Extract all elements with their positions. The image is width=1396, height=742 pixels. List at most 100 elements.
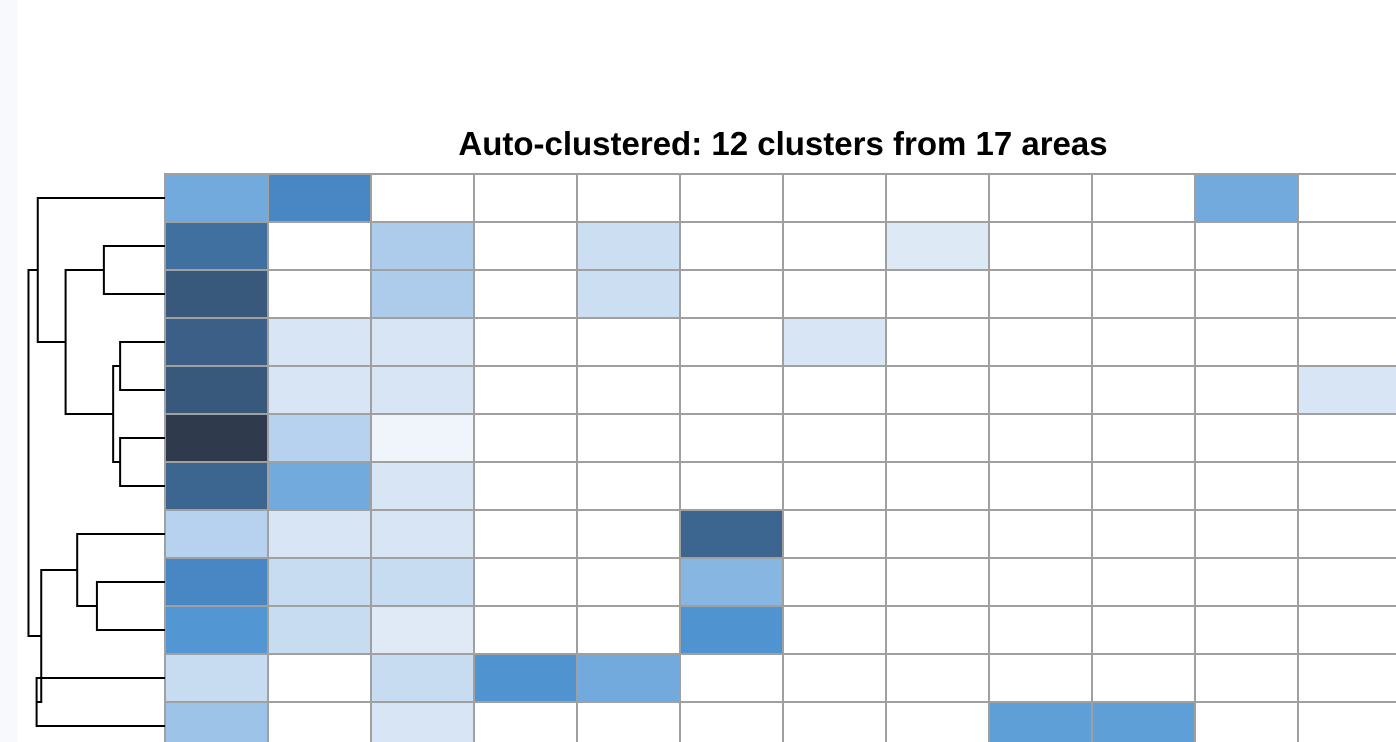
heatmap-cell [164,461,269,511]
heatmap-cell [1091,269,1196,319]
heatmap-cell [370,365,475,415]
heatmap-cell [1194,605,1299,655]
heatmap-cell [267,605,372,655]
heatmap-cell [473,221,578,271]
heatmap-cell [370,653,475,703]
heatmap-cell [267,413,372,463]
heatmap-cell [782,269,887,319]
heatmap-cell [267,365,372,415]
heatmap-cell [885,173,990,223]
heatmap-cell [370,605,475,655]
heatmap-cell [164,413,269,463]
left-edge-strip [0,0,18,742]
heatmap-cell [473,173,578,223]
heatmap-cell [164,653,269,703]
dendrogram-branch [95,581,165,631]
heatmap-cell [164,269,269,319]
heatmap-cell [782,413,887,463]
heatmap-cell [576,461,681,511]
heatmap-cell [782,317,887,367]
heatmap-cell [1297,605,1396,655]
heatmap-cell [782,605,887,655]
heatmap-cell [267,173,372,223]
heatmap-cell [988,701,1093,742]
heatmap-cell [576,413,681,463]
row-dendrogram [27,197,165,727]
heatmap-cell [576,365,681,415]
heatmap-cell [267,317,372,367]
heatmap-cell [885,365,990,415]
heatmap-cell [1297,365,1396,415]
heatmap-cell [473,317,578,367]
dendrogram-branch [112,365,121,463]
heatmap-cell [164,557,269,607]
heatmap-cell [679,701,784,742]
dendrogram-branch [102,245,165,295]
heatmap-cell [267,509,372,559]
heatmap-cell [1194,221,1299,271]
heatmap-cell [576,221,681,271]
heatmap-cell [370,173,475,223]
heatmap-cell [988,509,1093,559]
heatmap-cell [267,557,372,607]
heatmap-cell [782,557,887,607]
heatmap-cell [1297,173,1396,223]
heatmap-cell [1297,461,1396,511]
heatmap-cell [370,221,475,271]
heatmap-cell [267,461,372,511]
dendrogram-branch [64,269,114,415]
heatmap-cell [370,557,475,607]
heatmap-cell [267,653,372,703]
heatmap-cell [988,413,1093,463]
heatmap-cell [679,557,784,607]
heatmap-cell [679,509,784,559]
dendrogram-branch [35,677,165,727]
heatmap-cell [473,509,578,559]
heatmap-cell [164,701,269,742]
heatmap-cell [782,509,887,559]
heatmap-cell [473,413,578,463]
heatmap-cell [1194,173,1299,223]
heatmap-cell [164,317,269,367]
heatmap-cell [1297,653,1396,703]
heatmap-cell [164,173,269,223]
dendrogram-branch [119,341,165,391]
heatmap-cell [370,509,475,559]
heatmap-cell [1194,461,1299,511]
heatmap-cell [1297,269,1396,319]
heatmap-cell [1194,653,1299,703]
heatmap-cell [679,317,784,367]
heatmap-cell [885,653,990,703]
heatmap-cell [679,605,784,655]
heatmap-cell [1194,701,1299,742]
heatmap-cell [885,317,990,367]
heatmap-cell [782,461,887,511]
heatmap-cell [885,605,990,655]
heatmap-cell [988,365,1093,415]
heatmap-cell [473,653,578,703]
heatmap-cell [473,557,578,607]
heatmap-cell [267,221,372,271]
heatmap-cell [1194,413,1299,463]
heatmap-cell [576,701,681,742]
heatmap-cell [988,461,1093,511]
heatmap-cell [1091,461,1196,511]
heatmap-cell [988,173,1093,223]
heatmap-cell [473,605,578,655]
heatmap-cell [1091,317,1196,367]
dendrogram-branch [36,569,78,703]
heatmap-cell [1194,557,1299,607]
chart-title: Auto-clustered: 12 clusters from 17 area… [458,125,1108,162]
heatmap-cell [782,365,887,415]
heatmap-cell [1194,317,1299,367]
heatmap-cell [1091,509,1196,559]
heatmap-cell [782,221,887,271]
heatmap-cell [473,701,578,742]
heatmap-cell [885,557,990,607]
heatmap-cell [1194,509,1299,559]
heatmap-cell [576,557,681,607]
heatmap-cell [988,317,1093,367]
dendrogram-branch [27,269,42,637]
heatmap-cell [988,557,1093,607]
dendrogram-branch [76,533,165,607]
